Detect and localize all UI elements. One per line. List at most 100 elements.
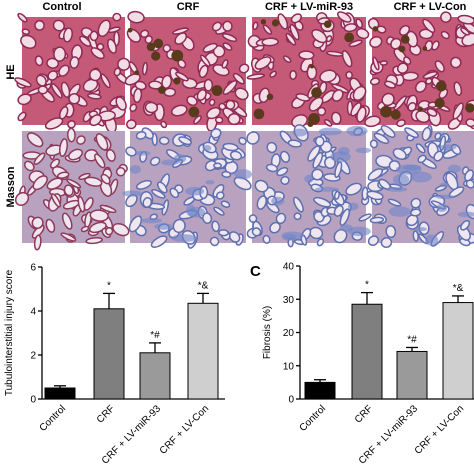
x-tick-label: CRF: [353, 403, 375, 425]
tissue-tubule: [112, 222, 130, 237]
tissue-tubule: [202, 212, 213, 224]
y-axis-label: Tubulointerstitial injury score: [4, 269, 15, 396]
tissue-tubule: [80, 225, 90, 233]
histology-image: [364, 11, 474, 130]
bar: [304, 381, 336, 400]
tissue-tubule: [298, 50, 315, 60]
tissue-tubule: [221, 33, 238, 43]
tissue-tubule: [352, 85, 367, 101]
tissue-tubule: [17, 12, 28, 23]
tissue-tubule: [440, 30, 450, 40]
fibrosis: [339, 224, 353, 232]
fibrosis: [436, 203, 448, 212]
tissue-tubule: [149, 156, 161, 166]
cast: [134, 70, 140, 76]
tissue-tubule: [211, 220, 220, 233]
tissue-tubule: [460, 219, 471, 231]
tissue-tubule: [254, 56, 272, 70]
tissue-tubule: [214, 116, 224, 124]
tissue-tubule: [186, 95, 198, 107]
tissue-tubule: [369, 139, 378, 149]
cast: [260, 19, 267, 25]
tissue-tubule: [326, 50, 344, 57]
tissue-tubule: [356, 106, 367, 123]
tissue-tubule: [23, 160, 35, 172]
bar: [187, 302, 219, 400]
cast: [400, 35, 410, 44]
tissue-tubule: [465, 118, 474, 128]
tissue-tubule: [238, 137, 247, 146]
tissue-tubule: [414, 80, 427, 93]
tissue-tubule: [415, 110, 430, 124]
tissue-tubule: [208, 98, 216, 107]
cast: [146, 42, 156, 52]
tissue-tubule: [76, 135, 86, 145]
tissue-tubule: [49, 158, 61, 169]
tissue-tubule: [312, 151, 324, 169]
y-tick-label: 4: [30, 307, 36, 318]
fibrosis: [205, 180, 215, 185]
y-axis-label: Fibrosis (%): [262, 306, 273, 359]
fibrosis: [171, 234, 197, 242]
tissue-tubule: [144, 35, 153, 44]
tissue-tubule: [107, 38, 117, 54]
cast: [271, 19, 280, 27]
x-tick-label: CRF: [95, 403, 117, 425]
tissue-tubule: [345, 70, 353, 80]
cast: [153, 38, 164, 49]
tissue-tubule: [311, 168, 324, 181]
tissue-tubule: [156, 181, 168, 194]
tissue-tubule: [218, 229, 229, 237]
tissue-tubule: [383, 80, 397, 89]
bar: [396, 350, 428, 400]
tissue-tubule: [393, 95, 407, 111]
tissue-tubule: [262, 234, 271, 244]
tissue-tubule: [68, 93, 81, 105]
tissue-tubule: [83, 197, 94, 211]
tissue-tubule: [35, 74, 47, 87]
tissue-tubule: [126, 119, 137, 130]
fibrosis: [161, 159, 179, 166]
tissue-tubule: [135, 179, 152, 190]
cast: [323, 20, 332, 29]
histology-image: [14, 127, 130, 251]
tissue-tubule: [112, 12, 122, 22]
tissue-tubule: [58, 64, 70, 77]
tissue-tubule: [422, 71, 438, 80]
tissue-tubule: [452, 102, 464, 120]
fibrosis: [154, 223, 173, 230]
cast: [151, 51, 161, 61]
histology-image: [366, 124, 474, 249]
tissue-tubule: [254, 179, 269, 193]
tissue-tubule: [403, 56, 412, 65]
tissue-tubule: [228, 231, 241, 243]
tissue-tubule: [67, 120, 76, 129]
fibrosis: [330, 151, 351, 163]
tissue-tubule: [14, 77, 32, 88]
tissue-tubule: [178, 136, 193, 146]
tissue-tubule: [199, 54, 211, 67]
cast: [158, 86, 166, 94]
fibrosis: [439, 182, 450, 188]
tissue-tubule: [277, 13, 289, 30]
tissue-tubule: [262, 24, 273, 35]
column-header: CRF: [177, 1, 200, 13]
y-tick-label: 20: [283, 328, 295, 339]
fibrosis: [186, 204, 196, 217]
tissue-tubule: [331, 111, 342, 125]
tissue-tubule: [204, 160, 217, 172]
tissue-tubule: [56, 171, 70, 179]
row-label: HE: [5, 64, 17, 79]
fibrosis: [202, 145, 212, 152]
tissue-tubule: [206, 107, 221, 120]
tissue-tubule: [433, 150, 444, 162]
tissue-tubule: [89, 209, 109, 222]
tissue-tubule: [381, 92, 395, 107]
error-bar: [361, 291, 373, 305]
tissue-tubule: [380, 237, 393, 249]
cast: [422, 46, 428, 51]
significance-label: *#: [407, 334, 417, 345]
tissue-tubule: [174, 32, 188, 45]
fibrosis: [457, 211, 474, 218]
